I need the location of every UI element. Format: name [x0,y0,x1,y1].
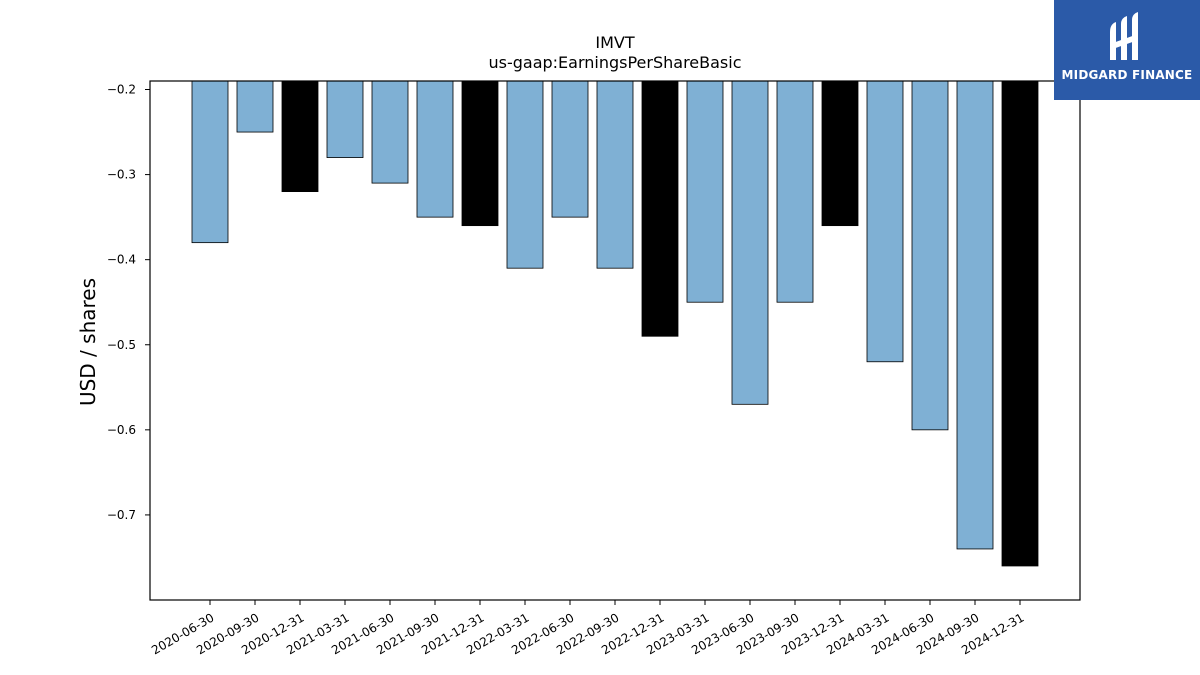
bar-2024-06-30 [911,80,949,431]
y-tick-label: −0.4 [107,253,136,267]
bar-2022-12-31 [641,80,679,337]
brand-logo: MIDGARD FINANCE [1054,0,1200,100]
bar-2023-12-31 [821,80,859,227]
y-tick-label: −0.7 [107,508,136,522]
bar-2022-03-31 [506,80,544,269]
midgard-logo-icon [1110,12,1138,60]
chart-subtitle: us-gaap:EarningsPerShareBasic [488,53,741,72]
bar-2020-12-31 [281,80,319,193]
bar-2024-03-31 [866,80,904,363]
brand-name: MIDGARD FINANCE [1061,68,1193,82]
bar-2020-09-30 [236,80,274,133]
bar-2022-09-30 [596,80,634,269]
bar-2024-09-30 [956,80,994,550]
bar-2023-09-30 [776,80,814,303]
y-axis-ticks: −0.2 −0.3 −0.4 −0.5 −0.6 −0.7 [107,83,150,522]
bar-2022-06-30 [551,80,589,218]
bars-group [191,80,1039,567]
y-tick-label: −0.6 [107,423,136,437]
bar-2023-06-30 [731,80,769,405]
plot-frame [149,80,1081,601]
bar-2023-03-31 [686,80,724,303]
y-tick-label: −0.5 [107,338,136,352]
x-axis-ticks: 2020-06-302020-09-302020-12-312021-03-31… [149,600,1027,657]
y-axis-label: USD / shares [76,278,100,406]
bar-2021-03-31 [326,80,364,158]
bar-2021-06-30 [371,80,409,184]
bar-2020-06-30 [191,80,229,244]
bar-2024-12-31 [1001,80,1039,567]
chart-title: IMVT [595,33,634,52]
bar-2021-09-30 [416,80,454,218]
y-tick-label: −0.2 [107,83,136,97]
y-tick-label: −0.3 [107,168,136,182]
bar-2021-12-31 [461,80,499,227]
